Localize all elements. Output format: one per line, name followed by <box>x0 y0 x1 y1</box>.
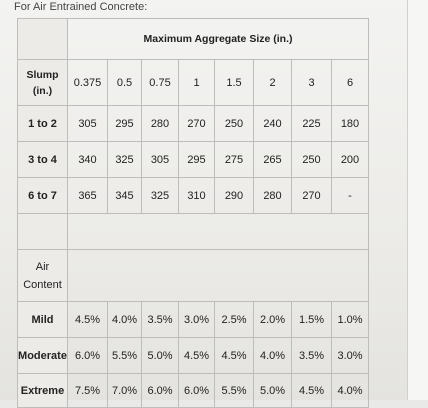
table-cell: 250 <box>214 105 254 142</box>
size-cell: 0.375 <box>67 59 108 106</box>
table-cell: 305 <box>141 141 179 178</box>
table-cell: 5.5% <box>107 337 142 374</box>
table-cell: 2.5% <box>214 301 254 338</box>
table-cell: 305 <box>67 105 108 142</box>
table-cell: 325 <box>141 177 179 214</box>
size-cell: 0.75 <box>141 59 179 106</box>
table-cell: 4.5% <box>291 373 332 408</box>
table-cell: 325 <box>107 141 142 178</box>
table-cell: 290 <box>214 177 254 214</box>
table-cell: 250 <box>291 141 332 178</box>
size-cell: 2 <box>253 59 292 106</box>
table-cell: 270 <box>291 177 332 214</box>
empty-cell <box>67 213 369 250</box>
table-row: 3 to 4 340 325 305 295 275 265 250 200 <box>17 141 369 178</box>
table-row: 6 to 7 365 345 325 310 290 280 270 - <box>17 177 369 214</box>
air-content-header-row: Air Content <box>17 249 369 302</box>
table-caption: For Air Entrained Concrete: <box>14 1 148 13</box>
vertical-scrollbar[interactable] <box>407 0 428 400</box>
table-cell: 3.0% <box>178 301 215 338</box>
table-cell: 2.0% <box>253 301 292 338</box>
table-cell: 180 <box>331 105 369 142</box>
table-row: Extreme 7.5% 7.0% 6.0% 6.0% 5.5% 5.0% 4.… <box>17 373 369 408</box>
table-row: Moderate 6.0% 5.5% 5.0% 4.5% 4.5% 4.0% 3… <box>17 337 369 374</box>
table-row: 1 to 2 305 295 280 270 250 240 225 180 <box>17 105 369 142</box>
empty-cell <box>67 249 369 302</box>
max-aggregate-size-header: Maximum Aggregate Size (in.) <box>67 18 369 60</box>
table-cell: 6.0% <box>178 373 215 408</box>
table-cell: 310 <box>178 177 215 214</box>
air-label-line1: Air <box>35 260 50 273</box>
table-cell: 4.5% <box>67 301 108 338</box>
slump-row-label: 6 to 7 <box>17 177 68 214</box>
size-cell: 1 <box>178 59 215 106</box>
exposure-row-label: Extreme <box>17 373 68 408</box>
size-cell: 0.5 <box>107 59 142 106</box>
table-cell: 3.5% <box>291 337 332 374</box>
slump-row-label: 3 to 4 <box>17 141 68 178</box>
sizes-row: Slump (in.) 0.375 0.5 0.75 1 1.5 2 3 6 <box>17 59 369 106</box>
size-cell: 6 <box>331 59 369 106</box>
table-cell: 7.0% <box>107 373 142 408</box>
table-cell: 345 <box>107 177 142 214</box>
table-cell: 295 <box>178 141 215 178</box>
table-cell: 3.5% <box>141 301 179 338</box>
table-cell: 240 <box>253 105 292 142</box>
size-cell: 1.5 <box>214 59 254 106</box>
table-cell: 280 <box>141 105 179 142</box>
table-cell: 4.5% <box>214 337 254 374</box>
table-header-row: Maximum Aggregate Size (in.) <box>17 18 369 60</box>
table-cell: 4.0% <box>253 337 292 374</box>
table-cell: 280 <box>253 177 292 214</box>
table-cell: 4.0% <box>107 301 142 338</box>
table-cell: - <box>331 177 369 214</box>
exposure-row-label: Mild <box>17 301 68 338</box>
table-cell: 1.5% <box>291 301 332 338</box>
exposure-row-label: Moderate <box>17 337 68 374</box>
table-cell: 340 <box>67 141 108 178</box>
slump-label-line2: (in.) <box>32 84 53 97</box>
air-content-label-cell: Air Content <box>17 249 68 302</box>
empty-row <box>17 213 369 250</box>
table-cell: 6.0% <box>141 373 179 408</box>
table-row: Mild 4.5% 4.0% 3.5% 3.0% 2.5% 2.0% 1.5% … <box>17 301 369 338</box>
slump-label-cell: Slump (in.) <box>17 59 68 106</box>
table-cell: 275 <box>214 141 254 178</box>
table-cell: 4.0% <box>331 373 369 408</box>
table-cell: 200 <box>331 141 369 178</box>
size-cell: 3 <box>291 59 332 106</box>
empty-cell <box>17 213 68 250</box>
table-cell: 3.0% <box>331 337 369 374</box>
table-cell: 365 <box>67 177 108 214</box>
air-label-line2: Content <box>23 278 62 291</box>
air-entrained-concrete-table: Maximum Aggregate Size (in.) Slump (in.)… <box>17 18 369 408</box>
table-cell: 4.5% <box>178 337 215 374</box>
table-cell: 5.5% <box>214 373 254 408</box>
table-cell: 270 <box>178 105 215 142</box>
table-cell: 5.0% <box>253 373 292 408</box>
table-cell: 225 <box>291 105 332 142</box>
slump-label-line1: Slump <box>26 68 59 81</box>
table-cell: 295 <box>107 105 142 142</box>
table-cell: 1.0% <box>331 301 369 338</box>
table-cell: 5.0% <box>141 337 179 374</box>
slump-row-label: 1 to 2 <box>17 105 68 142</box>
table-cell: 265 <box>253 141 292 178</box>
corner-cell <box>17 18 68 60</box>
table-cell: 6.0% <box>67 337 108 374</box>
table-cell: 7.5% <box>67 373 108 408</box>
